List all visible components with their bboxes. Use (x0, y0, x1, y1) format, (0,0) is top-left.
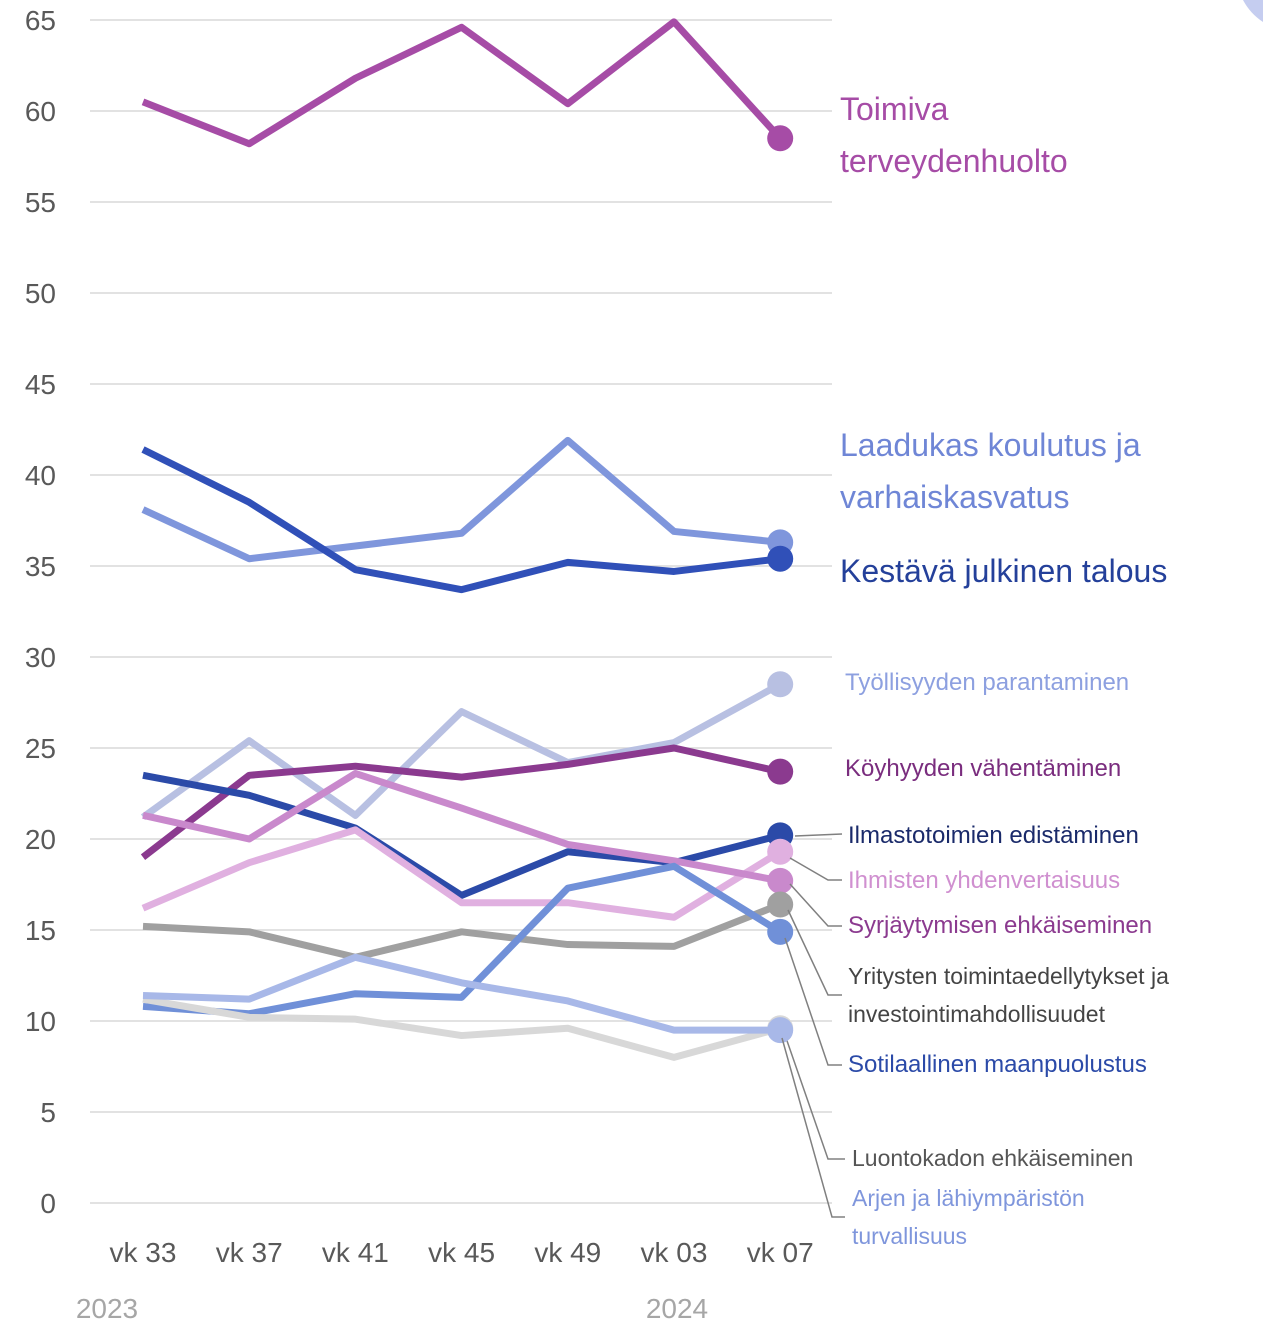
end-marker (767, 918, 794, 945)
end-marker (767, 758, 794, 785)
x-tick-label: vk 33 (110, 1237, 177, 1268)
series-label: Kestävä julkinen talous (840, 553, 1168, 590)
decoration (1243, 0, 1263, 22)
y-tick-label: 55 (25, 187, 56, 218)
end-marker (767, 671, 794, 698)
leader-line (784, 937, 842, 1066)
leader-line (781, 1037, 845, 1218)
y-tick-label: 40 (25, 460, 56, 491)
leader-line (787, 909, 842, 996)
series-line (141, 18, 783, 148)
x-group-label: 2024 (646, 1293, 708, 1321)
x-tick-label: vk 07 (747, 1237, 814, 1268)
end-marker (767, 838, 794, 865)
end-marker (767, 125, 794, 152)
y-tick-label: 5 (40, 1097, 56, 1128)
leader-line (789, 857, 842, 881)
leader-line (784, 1034, 845, 1160)
y-tick-label: 25 (25, 733, 56, 764)
series-line (142, 901, 782, 961)
y-tick-label: 15 (25, 915, 56, 946)
y-tick-label: 30 (25, 642, 56, 673)
series-line (142, 862, 783, 1018)
series-label: Yritysten toimintaedellytykset ja invest… (848, 963, 1169, 1027)
series-label: Köyhyyden vähentäminen (845, 755, 1122, 783)
series-line (141, 436, 781, 563)
end-marker (767, 891, 794, 918)
series-label: Työllisyyden parantaminen (845, 669, 1130, 697)
end-marker (767, 867, 794, 894)
x-tick-label: vk 03 (641, 1237, 708, 1268)
x-tick-label: vk 45 (428, 1237, 495, 1268)
x-tick-label: vk 37 (216, 1237, 283, 1268)
series-label: Luontokadon ehkäiseminen (852, 1145, 1134, 1172)
series-line (141, 826, 783, 921)
x-tick-label: vk 41 (322, 1237, 389, 1268)
series-line (142, 995, 782, 1061)
leader-line (789, 883, 842, 927)
series-label: Toimiva terveydenhuolto (840, 91, 1068, 179)
y-tick-label: 35 (25, 551, 56, 582)
y-tick-label: 65 (25, 5, 56, 36)
x-tick-label: vk 49 (534, 1237, 601, 1268)
series-label: Laadukas koulutus ja varhaiskasvatus (840, 427, 1141, 515)
leader-line (794, 833, 843, 837)
y-tick-label: 50 (25, 278, 56, 309)
x-group-label: 2023 (76, 1293, 138, 1321)
y-tick-label: 60 (25, 96, 56, 127)
series-label: Arjen ja lähiympäristön turvallisuus (852, 1185, 1085, 1249)
series-line (142, 953, 781, 1034)
series-label: Sotilaallinen maanpuolustus (848, 1051, 1147, 1079)
y-tick-label: 0 (40, 1188, 56, 1219)
series-label: Syrjäytymisen ehkäiseminen (848, 912, 1153, 940)
series-label: Ilmastotoimien edistäminen (848, 822, 1139, 850)
y-tick-label: 20 (25, 824, 56, 855)
y-tick-label: 10 (25, 1006, 56, 1037)
end-marker (767, 545, 794, 572)
series-line (141, 446, 781, 594)
end-marker (767, 1017, 794, 1044)
series-label: Ihmisten yhdenvertaisuus (848, 867, 1121, 895)
series-line (140, 744, 781, 860)
series-line (140, 681, 782, 821)
series-line (142, 769, 781, 885)
y-tick-label: 45 (25, 369, 56, 400)
